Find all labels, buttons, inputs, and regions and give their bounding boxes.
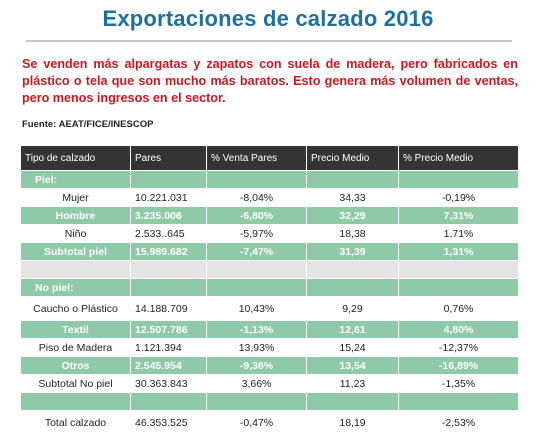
cell-pct-precio-medio: -12,37% [398,338,519,357]
cell-pares: 15.989.682 [130,242,207,261]
table-row: Subtotal piel 15.989.682 -7,47% 31,39 1,31% [20,242,519,261]
cell-precio-medio: 9,29 [306,296,399,321]
cell-pares: 30.363.843 [130,374,207,393]
cell-precio-medio: 15,24 [306,338,399,357]
table-row: Caucho o Plástico 14.188.709 10,43% 9,29 0,7… [20,296,519,321]
cell-tipo: Subtotal No piel [20,374,131,393]
footwear-exports-table: Tipo de calzado Pares % Venta Pares Prec… [20,145,519,435]
table-row: Hombre 3.235.006 -6,80% 32,29 7,31% [20,206,519,225]
cell-pares: 1.121.394 [130,338,207,357]
cell-precio-medio: 11,23 [306,374,399,393]
cell-pares: 46.353.525 [130,410,207,435]
cell-venta-pares: -8,04% [206,188,307,207]
cell-venta-pares [206,260,307,279]
cell-venta-pares [206,278,307,297]
cell-pct-precio-medio: 1,71% [398,224,519,243]
header-pct-precio-medio: % Precio Medio [398,145,519,171]
cell-pct-precio-medio: -16,89% [398,356,519,375]
table-header-row: Tipo de calzado Pares % Venta Pares Prec… [20,145,519,171]
cell-pares: 14.188.709 [130,296,207,321]
cell-precio-medio [306,260,399,279]
cell-pct-precio-medio: -2,53% [398,410,519,435]
cell-pares: 2.545.954 [130,356,207,375]
cell-precio-medio: 12,61 [306,320,399,339]
cell-venta-pares: -0,47% [206,410,307,435]
cell-tipo: Subtotal piel [20,242,131,261]
cell-pares [130,260,207,279]
cell-venta-pares: 13,93% [206,338,307,357]
cell-pct-precio-medio [398,278,519,297]
cell-precio-medio: 34,33 [306,188,399,207]
cell-precio-medio: 18,38 [306,224,399,243]
cell-pares: 2.533..645 [130,224,207,243]
cell-tipo: Caucho o Plástico [20,296,131,321]
cell-tipo: No piel: [20,278,131,297]
cell-venta-pares: -7,47% [206,242,307,261]
table-row: Mujer 10.221.031 -8,04% 34,33 -0,19% [20,188,519,207]
cell-venta-pares: 10,43% [206,296,307,321]
table-row: Textil 12.507.786 -1,13% 12,61 4,80% [20,320,519,339]
cell-pares [130,170,207,189]
cell-tipo: Mujer [20,188,131,207]
table-row: Subtotal No piel 30.363.843 3,66% 11,23 -1,3… [20,374,519,393]
cell-pares: 12.507.786 [130,320,207,339]
header-pares: Pares [130,145,207,171]
table-row: No piel: [20,278,519,297]
cell-venta-pares: -9,36% [206,356,307,375]
table-row: Niño 2.533..645 -5,97% 18,38 1,71% [20,224,519,243]
cell-tipo: Otros [20,356,131,375]
intro-paragraph: Se venden más alpargatas y zapatos con s… [22,57,518,105]
cell-tipo [20,260,131,279]
source-note: Fuente: AEAT/FICE/INESCOP [22,119,154,130]
cell-precio-medio: 18,19 [306,410,399,435]
page-title: Exportaciones de calzado 2016 [102,6,434,31]
cell-pct-precio-medio: -1,35% [398,374,519,393]
cell-pares [130,392,207,411]
title-divider [26,40,512,42]
cell-precio-medio [306,278,399,297]
table-body: Piel: Mujer 10.221.031 -8,04% 34,33 -0,19% Hom… [20,170,519,435]
cell-venta-pares [206,392,307,411]
table-row [20,392,519,411]
cell-pct-precio-medio [398,392,519,411]
table-row: Piel: [20,170,519,189]
cell-pares: 3.235.006 [130,206,207,225]
header-venta-pares: % Venta Pares [206,145,307,171]
cell-pares [130,278,207,297]
cell-venta-pares: -1,13% [206,320,307,339]
cell-precio-medio [306,170,399,189]
cell-precio-medio [306,392,399,411]
cell-pct-precio-medio: -0,19% [398,188,519,207]
table-row: Otros 2.545.954 -9,36% 13,54 -16,89% [20,356,519,375]
cell-pct-precio-medio: 1,31% [398,242,519,261]
cell-pct-precio-medio [398,170,519,189]
cell-venta-pares: -6,80% [206,206,307,225]
table-row: Piso de Madera 1.121.394 13,93% 15,24 -12,37… [20,338,519,357]
cell-venta-pares [206,170,307,189]
cell-precio-medio: 32,29 [306,206,399,225]
cell-tipo [20,392,131,411]
cell-pct-precio-medio: 7,31% [398,206,519,225]
header-precio-medio: Precio Medio [306,145,399,171]
cell-pares: 10.221.031 [130,188,207,207]
cell-tipo: Piel: [20,170,131,189]
cell-pct-precio-medio: 4,80% [398,320,519,339]
cell-tipo: Total calzado [20,410,131,435]
cell-tipo: Textil [20,320,131,339]
cell-precio-medio: 13,54 [306,356,399,375]
cell-tipo: Piso de Madera [20,338,131,357]
cell-pct-precio-medio [398,260,519,279]
cell-venta-pares: 3,66% [206,374,307,393]
cell-tipo: Hombre [20,206,131,225]
header-tipo: Tipo de calzado [20,145,131,171]
table-row: Total calzado 46.353.525 -0,47% 18,19 -2,53% [20,410,519,435]
table-row [20,260,519,279]
cell-precio-medio: 31,39 [306,242,399,261]
cell-tipo: Niño [20,224,131,243]
cell-venta-pares: -5,97% [206,224,307,243]
cell-pct-precio-medio: 0,76% [398,296,519,321]
